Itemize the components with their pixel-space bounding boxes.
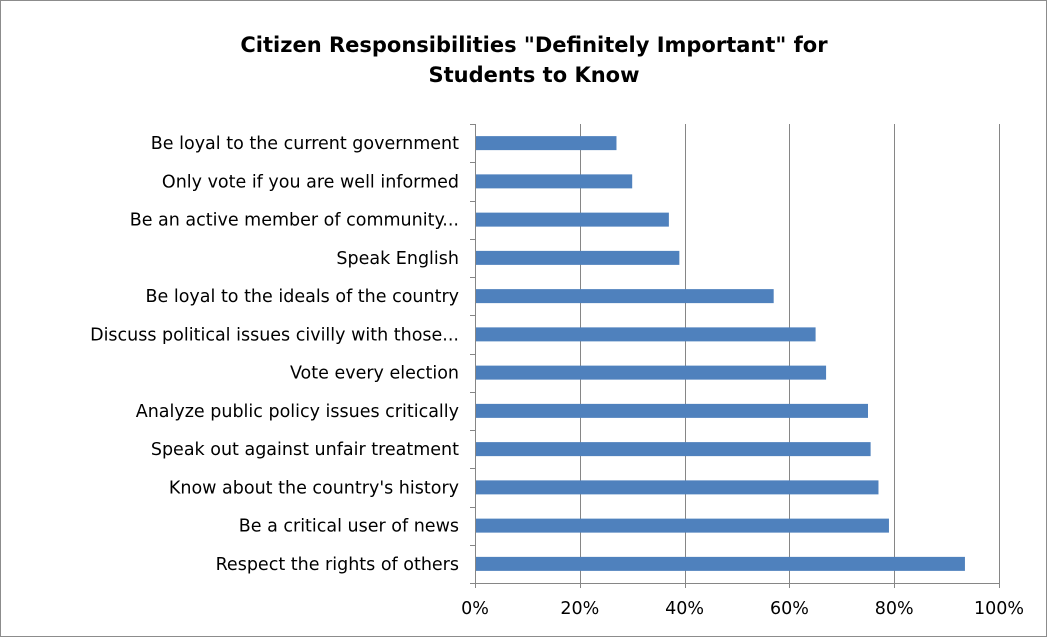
chart-title-line-2: Students to Know (428, 63, 639, 87)
category-label: Discuss political issues civilly with th… (90, 325, 459, 345)
bar (476, 212, 669, 227)
bar (476, 289, 774, 304)
category-label: Speak out against unfair treatment (151, 440, 459, 460)
category-label: Only vote if you are well informed (162, 172, 459, 192)
x-tick-label: 100% (974, 599, 1024, 619)
bar (476, 136, 617, 151)
category-label: Be an active member of community... (130, 211, 459, 231)
chart-title-line-1: Citizen Responsibilities "Definitely Imp… (240, 33, 828, 57)
bar (476, 250, 680, 265)
bar (476, 365, 827, 380)
bar (476, 327, 816, 342)
bars (476, 136, 965, 571)
axes (470, 124, 1000, 588)
category-label: Know about the country's history (169, 478, 459, 498)
x-tick-label: 80% (875, 599, 914, 619)
category-label: Be loyal to the ideals of the country (146, 287, 459, 307)
x-tick-label: 40% (665, 599, 704, 619)
x-tick-label: 0% (461, 599, 489, 619)
category-label: Be a critical user of news (239, 517, 459, 537)
bar (476, 556, 965, 571)
category-labels: Be loyal to the current government Only v… (90, 134, 459, 575)
bar (476, 442, 871, 457)
category-label: Vote every election (290, 364, 459, 384)
x-tick-label: 60% (770, 599, 809, 619)
bar (476, 403, 868, 418)
bar (476, 518, 889, 533)
category-label: Be loyal to the current government (151, 134, 459, 154)
category-label: Analyze public policy issues critically (136, 402, 459, 422)
gridlines (580, 124, 1000, 583)
bar (476, 174, 633, 189)
x-tick-labels: 0% 20% 40% 60% 80% 100% (461, 599, 1024, 619)
category-label: Speak English (336, 249, 459, 269)
bar (476, 480, 879, 495)
x-tick-label: 20% (560, 599, 599, 619)
category-label: Respect the rights of others (216, 555, 459, 575)
